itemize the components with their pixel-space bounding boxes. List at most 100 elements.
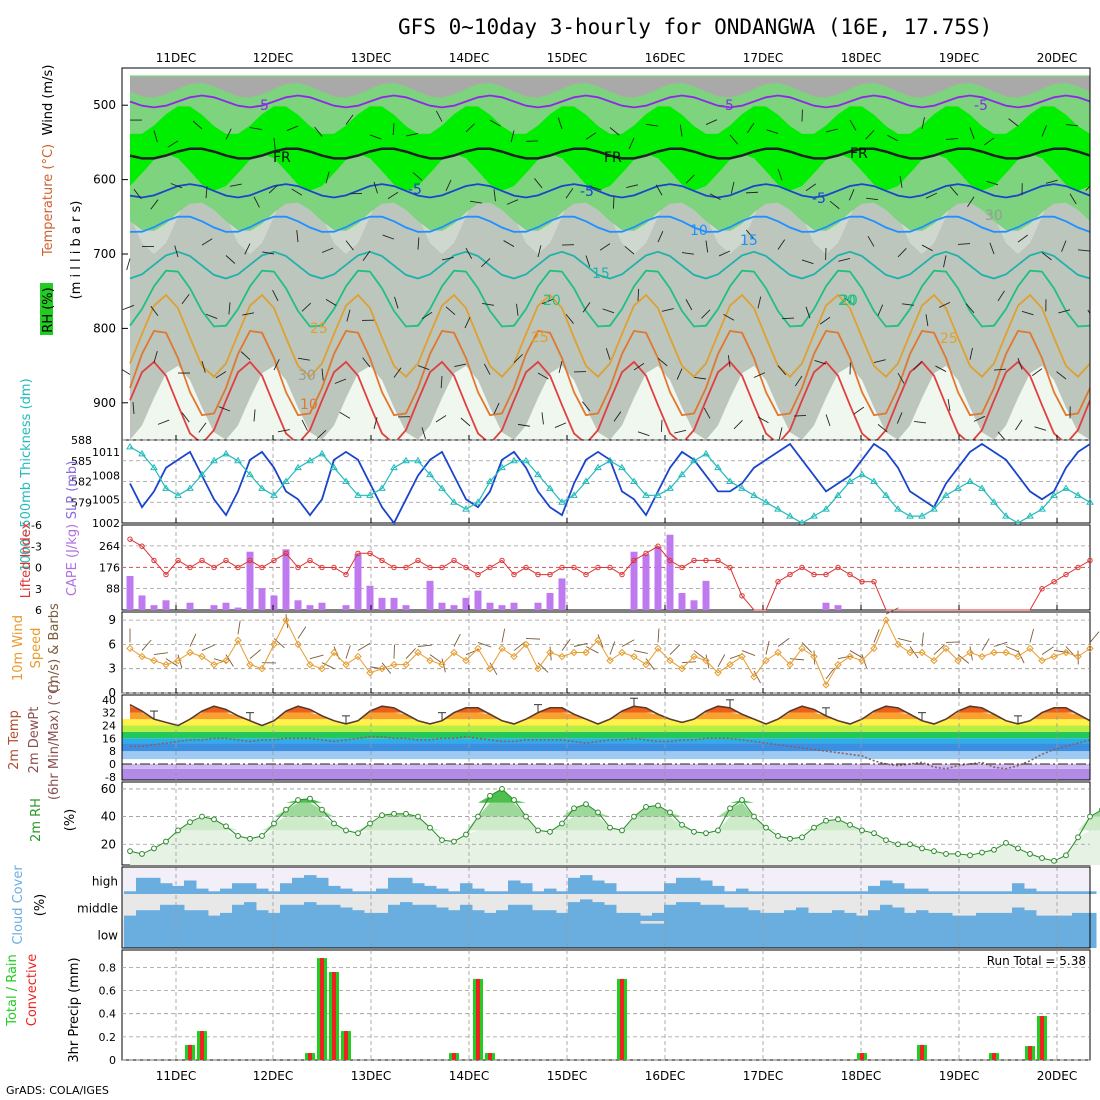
wind-speed-point (594, 636, 602, 645)
isotherm-line (129, 250, 1090, 280)
cloud-cell (148, 910, 161, 921)
temp-tick-label: 40 (102, 694, 116, 707)
wind-barb (746, 122, 755, 134)
cloud-cell (844, 921, 857, 948)
wind-barb (441, 257, 454, 261)
cloud-cell (772, 912, 785, 921)
contour-label: 25 (531, 330, 549, 346)
rh-point (787, 835, 793, 842)
wind-barb (435, 415, 447, 423)
wind-speed-point (582, 648, 590, 657)
rh-point (799, 834, 805, 841)
wind-speed-point (546, 648, 554, 657)
wind-speed-point (978, 652, 986, 661)
rh-point (235, 833, 241, 839)
wind-barb (829, 200, 840, 210)
precip-convective-bar (992, 1053, 996, 1060)
slp-tick-label: 1008 (92, 470, 120, 483)
precip-tick-label: 0.4 (99, 1008, 117, 1021)
wind-barb (417, 365, 430, 371)
cloud-cell (364, 912, 377, 921)
isotherm-line (129, 183, 1090, 199)
cloud-cell (592, 921, 605, 948)
thickness-point (894, 505, 902, 512)
rh-point (271, 820, 277, 827)
wind-barb (825, 414, 831, 427)
wind-speed-point (882, 616, 890, 624)
li-point (583, 571, 589, 578)
wind-barb (205, 313, 218, 319)
cape-bar (150, 605, 158, 610)
thickness-point (846, 477, 854, 484)
li-point (619, 571, 625, 578)
contour-label: 15 (592, 266, 610, 282)
thickness-point (966, 477, 974, 484)
temp-color-band (122, 725, 1090, 732)
cloud-cell (1072, 891, 1085, 894)
rh-point (595, 809, 601, 816)
rh-point (607, 824, 613, 831)
thickness-point (882, 491, 890, 498)
cloud-cell (448, 910, 461, 921)
cloud-cell (172, 921, 185, 948)
wind-barb (334, 378, 347, 384)
wind-barb (301, 302, 312, 312)
rh-point (187, 819, 193, 826)
thickness-point (906, 512, 914, 519)
temp-color-band (122, 751, 1090, 760)
wind-barb (921, 244, 933, 252)
cloud-cell (556, 912, 569, 921)
cloud-cell (400, 921, 413, 948)
rh-tick-label: 40 (101, 810, 116, 824)
wind-barb-10m (957, 654, 970, 664)
contour-label: -5 (720, 98, 734, 114)
cape-bar (702, 580, 710, 610)
thickness-point (942, 491, 950, 498)
cloud-cell (412, 921, 425, 948)
thickness-point (642, 491, 650, 498)
cloud-cell (220, 888, 233, 894)
lifted-index-cape-panel: -6 -3 0 3 6 88 176 264 (31, 519, 1093, 617)
rh-point (487, 792, 493, 799)
li-point (691, 557, 697, 564)
contour-label: FR (604, 150, 622, 166)
rh-point (379, 812, 385, 819)
wind-barb (701, 309, 711, 319)
wind-speed-point (774, 648, 782, 657)
cloud-cell (760, 921, 773, 948)
rh-point (739, 797, 745, 803)
cape-bar (426, 580, 434, 610)
cloud-cell (1000, 921, 1013, 948)
cloud-cell (472, 921, 485, 948)
rh-point (223, 823, 229, 830)
cloud-cell (976, 891, 989, 894)
li-point (1051, 578, 1057, 585)
precip-convective-bar (1028, 1046, 1032, 1060)
cloud-cell (136, 910, 149, 921)
wind-speed-point (474, 644, 482, 653)
wind-barb (296, 230, 299, 243)
temp-color-band (122, 759, 1090, 764)
rh-point (931, 848, 937, 855)
wind-barb (201, 361, 206, 373)
run-total-text: Run Total = 5.38 (987, 954, 1086, 968)
li-tick-label: -6 (31, 519, 42, 532)
cloud-cell (436, 921, 449, 948)
date-label-bottom: 20DEC (1037, 1069, 1077, 1083)
wind-barb-10m (717, 654, 726, 667)
cloud-cell (1012, 921, 1025, 948)
cloud-cell (436, 907, 449, 921)
wind-barb-10m (789, 658, 804, 661)
cloud-cell (556, 891, 569, 894)
cloud-cell (328, 885, 341, 894)
isotherm-line (129, 330, 1090, 417)
rh-point (547, 828, 553, 835)
cloud-cell (604, 921, 617, 948)
cloud-cell (880, 904, 893, 921)
rh-fill-band (130, 816, 1100, 831)
precip-tick-label: 0 (109, 1054, 116, 1067)
rh-fill-band (130, 802, 1100, 817)
wind-barb-10m (513, 641, 526, 651)
wind-barb (215, 371, 227, 379)
cloud-cell (268, 921, 281, 948)
